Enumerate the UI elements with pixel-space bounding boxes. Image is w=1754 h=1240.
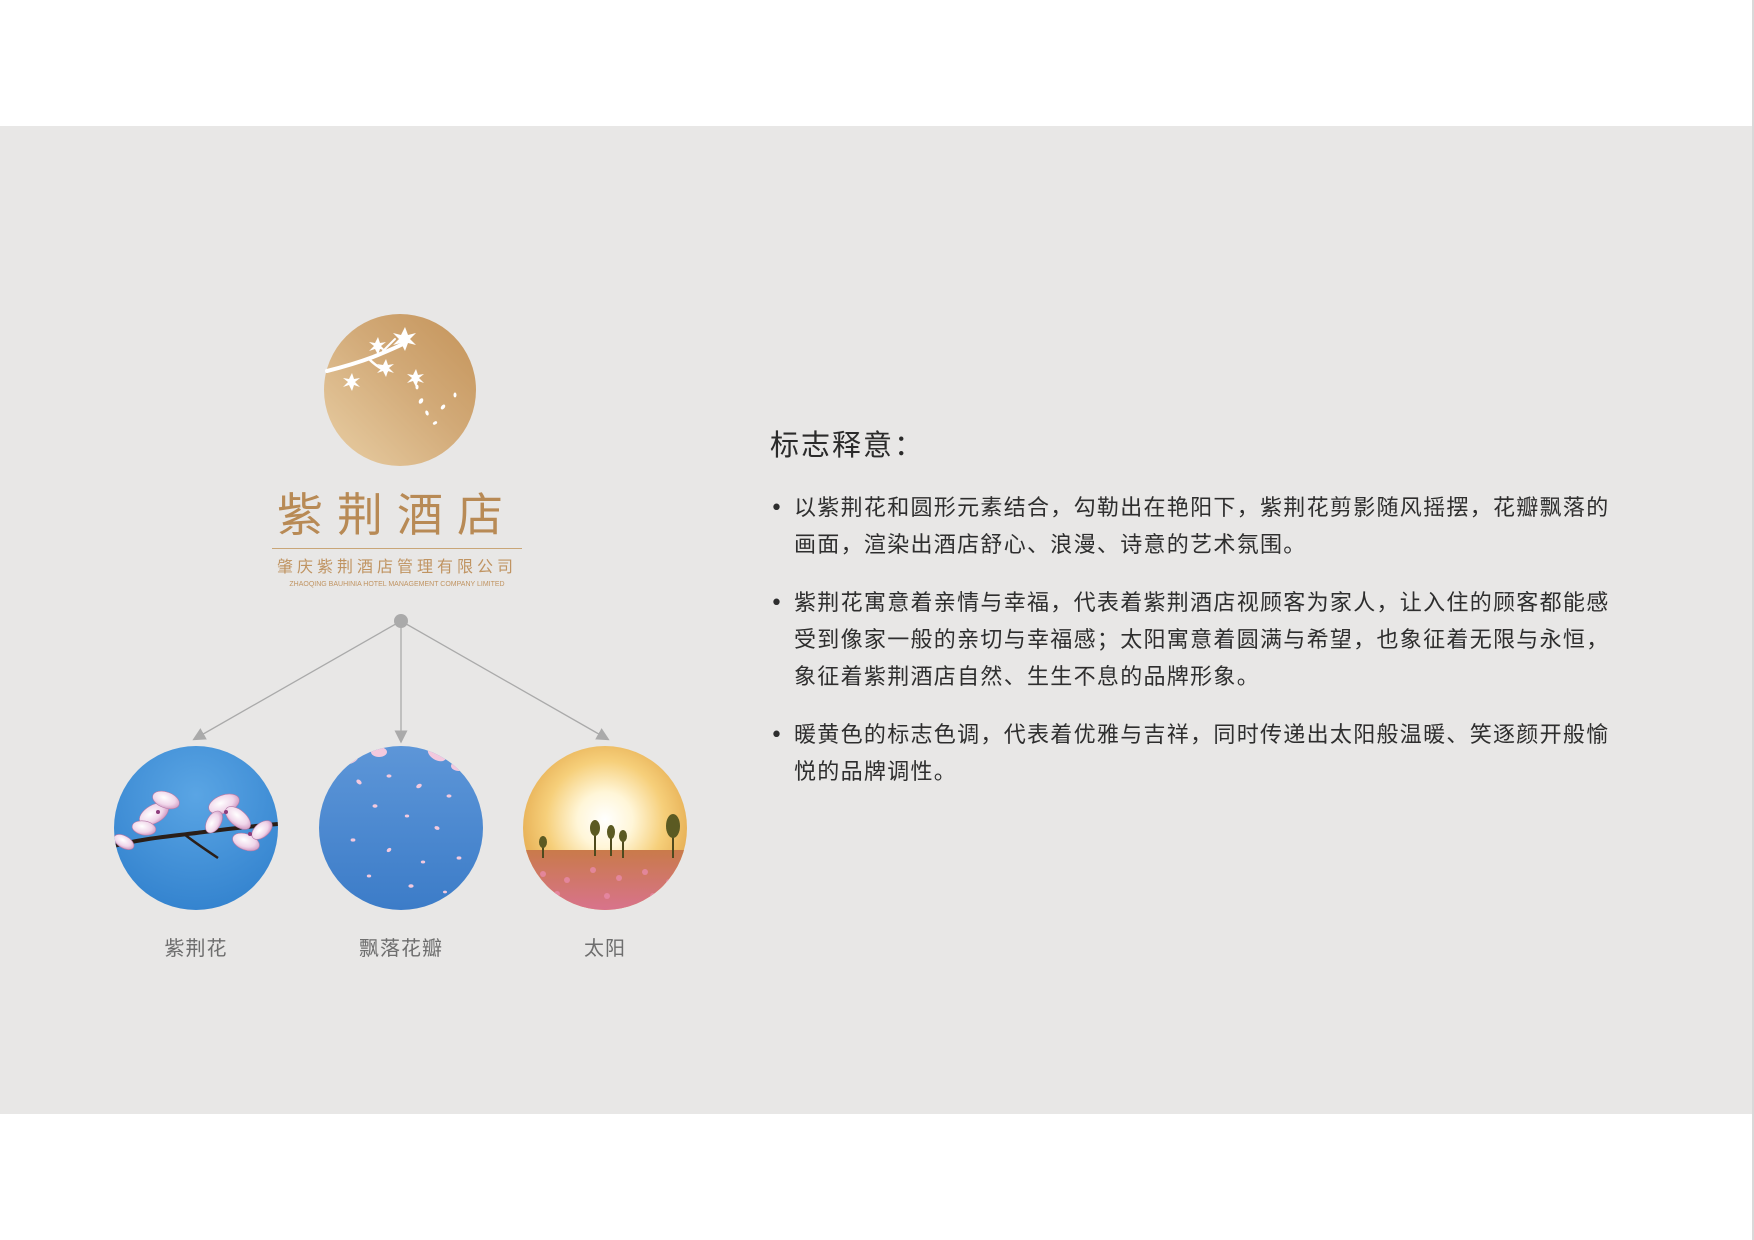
page-edge: [1752, 0, 1754, 1240]
description-text: 紫荆花寓意着亲情与幸福，代表着紫荆酒店视顾客为家人，让入住的顾客都能感受到像家一…: [794, 591, 1610, 690]
sun-photo-icon: [523, 746, 687, 910]
description-item: • 以紫荆花和圆形元素结合，勾勒出在艳阳下，紫荆花剪影随风摇摆，花瓣飘落的画面，…: [770, 490, 1620, 564]
bullet: •: [770, 723, 785, 748]
element-label-bauhinia: 紫荆花: [164, 936, 228, 960]
company-name-en: ZHAOQING BAUHINIA HOTEL MANAGEMENT COMPA…: [289, 581, 505, 588]
bullet: •: [770, 591, 785, 616]
description-text: 暖黄色的标志色调，代表着优雅与吉祥，同时传递出太阳般温暖、笑逐颜开般愉悦的品牌调…: [794, 723, 1610, 785]
company-name-cn: 肇庆紫荆酒店管理有限公司: [276, 557, 517, 576]
element-label-sun: 太阳: [584, 936, 626, 960]
falling-petals-photo-icon: [319, 746, 483, 910]
bullet: •: [770, 496, 785, 521]
element-label-petals: 飘落花瓣: [359, 936, 443, 960]
description-text: 以紫荆花和圆形元素结合，勾勒出在艳阳下，紫荆花剪影随风摇摆，花瓣飘落的画面，渲染…: [794, 496, 1610, 558]
brand-divider: [272, 548, 522, 549]
logo-sun-icon: [324, 314, 476, 466]
brand-name: 紫荆酒店: [277, 488, 517, 542]
description-title: 标志释意：: [770, 428, 926, 462]
description-list: • 以紫荆花和圆形元素结合，勾勒出在艳阳下，紫荆花剪影随风摇摆，花瓣飘落的画面，…: [770, 490, 1620, 812]
content-band: [0, 126, 1752, 1114]
description-item: • 暖黄色的标志色调，代表着优雅与吉祥，同时传递出太阳般温暖、笑逐颜开般愉悦的品…: [770, 717, 1620, 791]
description-item: • 紫荆花寓意着亲情与幸福，代表着紫荆酒店视顾客为家人，让入住的顾客都能感受到像…: [770, 585, 1620, 696]
bauhinia-flower-photo-icon: [114, 746, 278, 910]
